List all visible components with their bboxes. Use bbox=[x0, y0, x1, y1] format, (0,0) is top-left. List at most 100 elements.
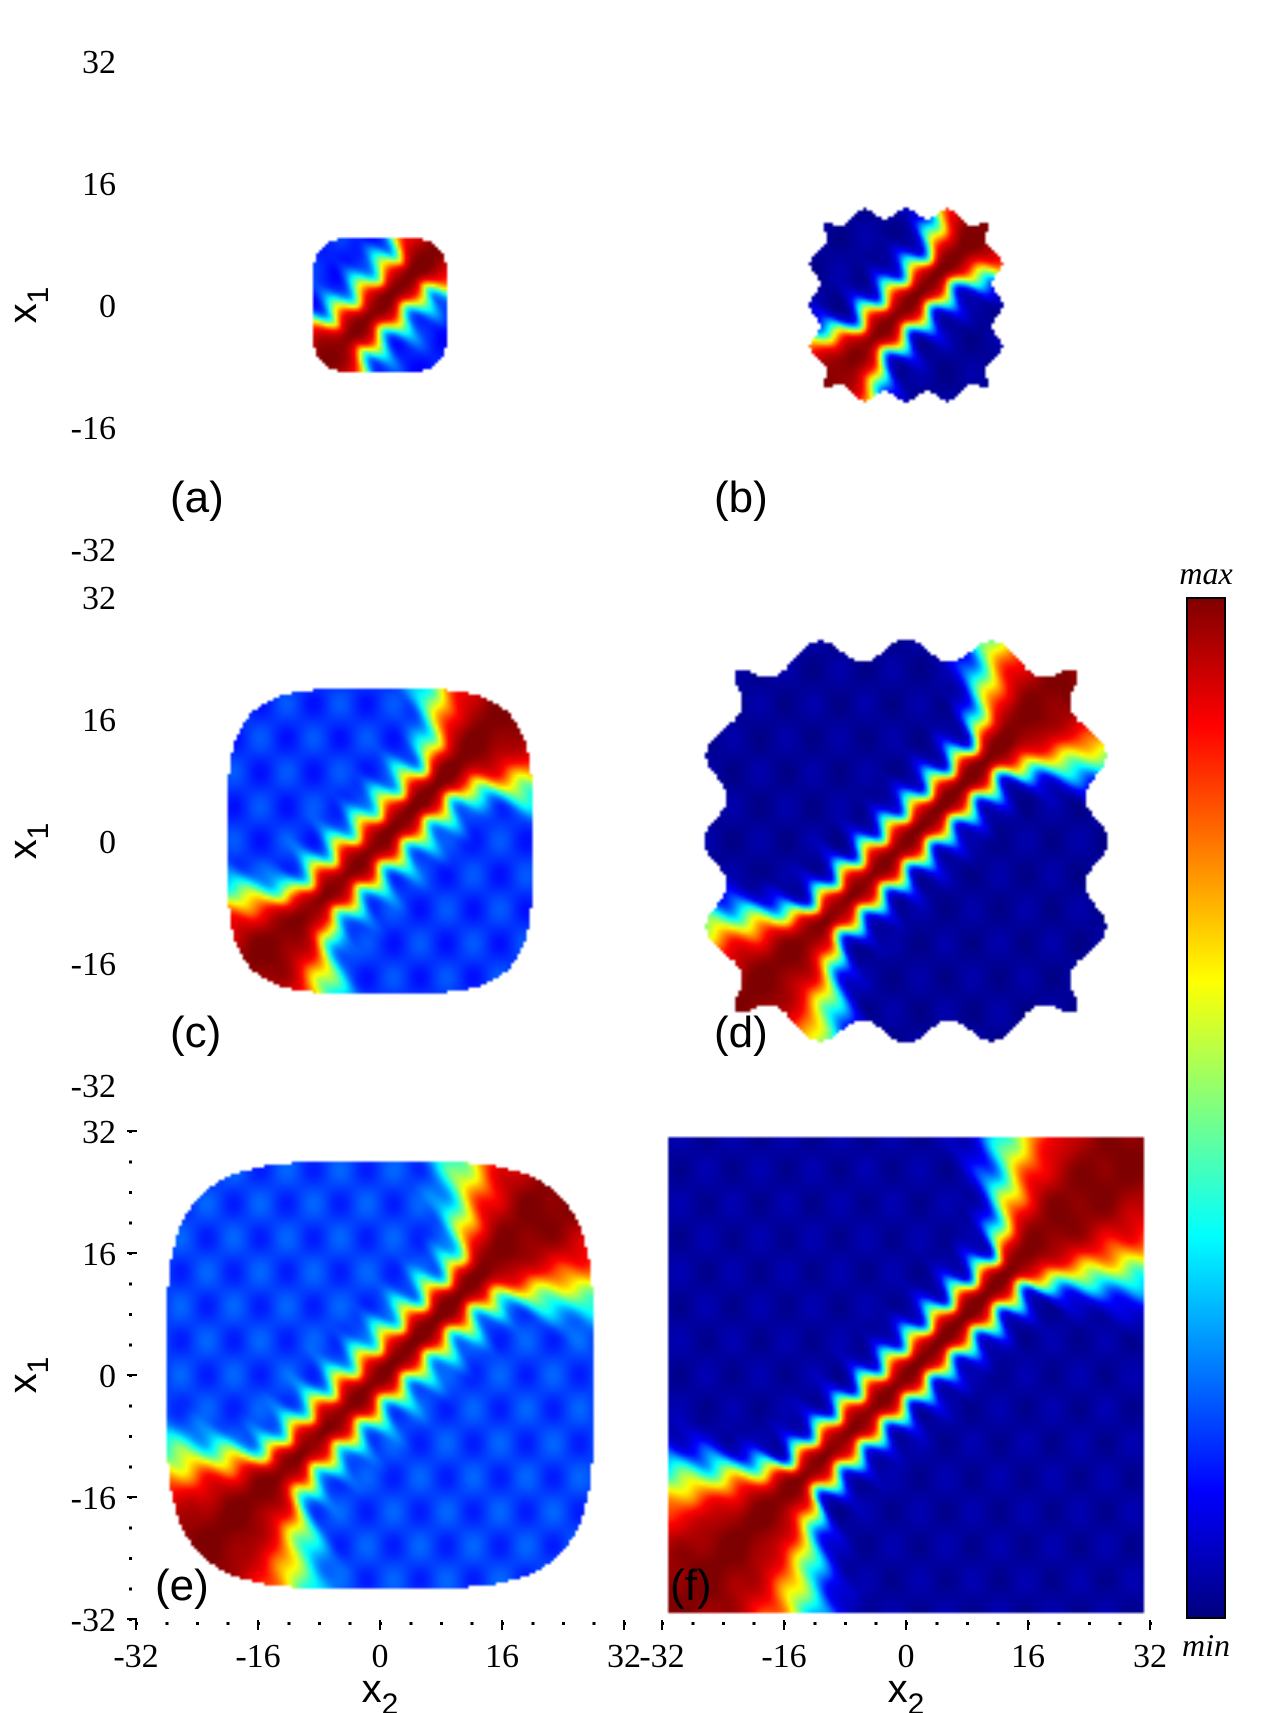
y-minor-tick bbox=[129, 1191, 132, 1194]
panel-label-4: (d) bbox=[714, 1008, 768, 1057]
y-tick-label: 32 bbox=[82, 1114, 116, 1151]
x-minor-tick bbox=[966, 1622, 969, 1625]
y-minor-tick bbox=[129, 1465, 132, 1469]
y-minor-tick bbox=[129, 1587, 132, 1591]
heatmap-image-5 bbox=[136, 1131, 624, 1619]
y-minor-tick bbox=[129, 1557, 132, 1560]
x-minor-tick bbox=[470, 1622, 474, 1625]
x-tick-label: -16 bbox=[761, 1638, 806, 1675]
heatmap-panel-5: (e) bbox=[136, 1131, 624, 1619]
y-tick-label: 16 bbox=[82, 702, 116, 739]
y-minor-tick bbox=[129, 1160, 132, 1164]
heatmap-image-3 bbox=[136, 597, 624, 1085]
x-minor-tick bbox=[501, 1622, 504, 1625]
x-minor-tick bbox=[196, 1622, 199, 1625]
y-tick-label: 0 bbox=[99, 824, 116, 861]
heatmap-image-2 bbox=[662, 61, 1150, 549]
y-minor-tick bbox=[129, 1374, 132, 1377]
y-minor-tick bbox=[129, 1343, 132, 1347]
heatmap-panel-3: (c) bbox=[136, 597, 624, 1085]
colorbar-gradient bbox=[1186, 597, 1226, 1619]
heatmap-panel-1: (a) bbox=[136, 61, 624, 549]
y-tick-label: -32 bbox=[71, 532, 116, 569]
y-minor-tick bbox=[129, 1435, 132, 1438]
x-minor-tick bbox=[783, 1622, 786, 1625]
x-minor-tick bbox=[1057, 1622, 1061, 1625]
x-minor-tick bbox=[1027, 1622, 1030, 1625]
x-minor-tick bbox=[562, 1622, 565, 1625]
y-axis-label: x1 bbox=[1, 1357, 55, 1394]
x-minor-tick bbox=[935, 1622, 939, 1625]
x-minor-tick bbox=[1149, 1622, 1152, 1625]
x-minor-tick bbox=[661, 1622, 664, 1625]
heatmap-image-1 bbox=[136, 61, 624, 549]
heatmap-panel-6: (f) bbox=[662, 1131, 1150, 1619]
y-minor-tick bbox=[129, 1130, 132, 1133]
y-tick-label: 32 bbox=[82, 580, 116, 617]
y-minor-tick bbox=[129, 1618, 132, 1621]
x-tick-label: 16 bbox=[485, 1638, 519, 1675]
panel-label-2: (b) bbox=[714, 473, 768, 522]
heatmap-image-4 bbox=[662, 597, 1150, 1085]
panel-label-3: (c) bbox=[170, 1008, 221, 1057]
x-minor-tick bbox=[165, 1622, 169, 1625]
x-minor-tick bbox=[318, 1622, 321, 1625]
x-minor-tick bbox=[592, 1622, 596, 1625]
colorbar: max min bbox=[1179, 555, 1232, 1663]
heatmap-image-6 bbox=[662, 1131, 1150, 1619]
x-minor-tick bbox=[226, 1622, 230, 1625]
y-axis-label: x1 bbox=[1, 287, 55, 324]
x-minor-tick bbox=[874, 1622, 878, 1625]
y-tick-label: 32 bbox=[82, 44, 116, 81]
x-minor-tick bbox=[135, 1622, 138, 1625]
y-tick-label: 0 bbox=[99, 288, 116, 325]
x-minor-tick bbox=[379, 1622, 382, 1625]
y-minor-tick bbox=[129, 1526, 132, 1530]
y-minor-tick bbox=[129, 1496, 132, 1499]
x-minor-tick bbox=[813, 1622, 817, 1625]
y-tick-label: -16 bbox=[71, 1480, 116, 1517]
colorbar-min-label: min bbox=[1182, 1627, 1230, 1663]
y-tick-label: -16 bbox=[71, 410, 116, 447]
x-tick-label: 16 bbox=[1011, 1638, 1045, 1675]
y-axis-label: x1 bbox=[1, 823, 55, 860]
x-minor-tick bbox=[257, 1622, 260, 1625]
y-minor-tick bbox=[129, 1252, 132, 1255]
y-tick-label: -32 bbox=[71, 1602, 116, 1639]
panel-label-6: (f) bbox=[670, 1561, 712, 1610]
x-minor-tick bbox=[348, 1622, 352, 1625]
x-axis-label: x2 bbox=[362, 1667, 399, 1713]
y-minor-tick bbox=[129, 1221, 132, 1225]
x-tick-label: -32 bbox=[113, 1638, 158, 1675]
y-tick-label: -16 bbox=[71, 946, 116, 983]
colorbar-max-label: max bbox=[1179, 555, 1232, 591]
x-minor-tick bbox=[752, 1622, 756, 1625]
x-tick-label: 32 bbox=[1133, 1638, 1167, 1675]
heatmap-panel-4: (d) bbox=[662, 597, 1150, 1085]
axes-layer: 32 16 0 -16 -32 x1 32 16 0 -16 -32 x1 32 16 0 -16 -32 x1 -… bbox=[1, 44, 1167, 1713]
x-axis-label: x2 bbox=[888, 1667, 925, 1713]
panel-label-1: (a) bbox=[170, 473, 224, 522]
y-tick-label: 16 bbox=[82, 1236, 116, 1273]
x-minor-tick bbox=[905, 1622, 908, 1625]
x-minor-tick bbox=[1088, 1622, 1091, 1625]
x-minor-tick bbox=[844, 1622, 847, 1625]
y-minor-tick bbox=[129, 1313, 132, 1316]
x-minor-tick bbox=[691, 1622, 695, 1625]
heatmap-panels: (a) (b) (c) (d) (e) (f) bbox=[136, 61, 1150, 1619]
x-tick-label: 0 bbox=[372, 1638, 389, 1675]
y-tick-label: 0 bbox=[99, 1358, 116, 1395]
x-minor-tick bbox=[623, 1622, 626, 1625]
x-minor-tick bbox=[531, 1622, 535, 1625]
heatmap-panel-2: (b) bbox=[662, 61, 1150, 549]
x-minor-tick bbox=[440, 1622, 443, 1625]
x-minor-tick bbox=[287, 1622, 291, 1625]
x-minor-tick bbox=[1118, 1622, 1122, 1625]
x-minor-tick bbox=[996, 1622, 1000, 1625]
y-minor-tick bbox=[129, 1404, 132, 1408]
y-tick-label: 16 bbox=[82, 166, 116, 203]
panel-label-5: (e) bbox=[155, 1561, 209, 1610]
x-tick-label: -32 bbox=[639, 1638, 684, 1675]
x-minor-tick bbox=[722, 1622, 725, 1625]
